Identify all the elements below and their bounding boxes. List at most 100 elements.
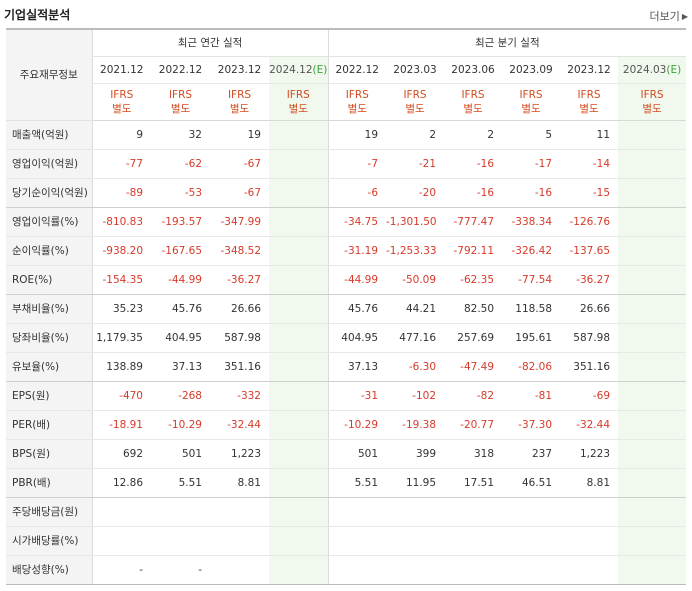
- value-cell: 26.66: [210, 294, 269, 324]
- value-cell: -7: [327, 149, 387, 179]
- ifrs-label-annual-3: IFRS 별도: [269, 83, 329, 121]
- value-cell: 5.51: [151, 468, 210, 498]
- table-row: 배당성향(%) - -: [6, 555, 687, 585]
- row-label: 영업이익률(%): [6, 207, 92, 237]
- ifrs-label-quarter-5: IFRS 별도: [618, 83, 687, 121]
- value-cell: -77.54: [502, 265, 561, 295]
- value-cell: 5.51: [327, 468, 387, 498]
- value-cell: [618, 265, 687, 295]
- value-cell: [618, 236, 687, 266]
- table-row: 순이익률(%) -938.20 -167.65 -348.52 -31.19 -1,253…: [6, 236, 687, 266]
- value-cell: [618, 207, 687, 237]
- value-cell: [618, 468, 687, 498]
- table-row: EPS(원) -470 -268 -332 -31 -102 -82 -81 -69: [6, 381, 687, 411]
- ifrs-label-annual-1: IFRS 별도: [151, 83, 210, 121]
- value-cell: 37.13: [151, 352, 210, 382]
- value-cell: -31: [327, 381, 387, 411]
- value-cell: -44.99: [327, 265, 387, 295]
- value-cell: 318: [444, 439, 503, 469]
- value-cell: [269, 497, 329, 527]
- value-cell: [269, 265, 329, 295]
- section-header: 기업실적분석 더보기 ▶: [4, 6, 688, 26]
- more-label[interactable]: 더보기: [649, 10, 680, 23]
- value-cell: -792.11: [444, 236, 503, 266]
- value-cell: 399: [386, 439, 445, 469]
- value-cell: 44.21: [386, 294, 445, 324]
- value-cell: -348.52: [210, 236, 269, 266]
- value-cell: 26.66: [560, 294, 619, 324]
- value-cell: 37.13: [327, 352, 387, 382]
- value-cell: 404.95: [151, 323, 210, 353]
- ifrs-label-annual-2: IFRS 별도: [210, 83, 269, 121]
- ifrs-label-quarter-3: IFRS 별도: [502, 83, 561, 121]
- row-label: PER(배): [6, 410, 92, 440]
- value-cell: -: [91, 555, 151, 585]
- value-cell: [444, 555, 503, 585]
- ifrs-label-quarter-1: IFRS 별도: [386, 83, 445, 121]
- value-cell: [618, 381, 687, 411]
- value-cell: [91, 526, 151, 556]
- value-cell: -62.35: [444, 265, 503, 295]
- period-header-quarter-0: 2022.12: [327, 56, 387, 84]
- table-row: 당기순이익(억원) -89 -53 -67 -6 -20 -16 -16 -15: [6, 178, 687, 208]
- period-header-annual-2: 2023.12: [210, 56, 269, 84]
- value-cell: -32.44: [560, 410, 619, 440]
- value-cell: -31.19: [327, 236, 387, 266]
- value-cell: 351.16: [210, 352, 269, 382]
- table-row: 영업이익(억원) -77 -62 -67 -7 -21 -16 -17 -14: [6, 149, 687, 179]
- value-cell: [269, 526, 329, 556]
- value-cell: [618, 439, 687, 469]
- period-label: 2024.03: [622, 63, 667, 76]
- value-cell: -338.34: [502, 207, 561, 237]
- estimate-mark: (E): [312, 63, 328, 76]
- value-cell: 45.76: [327, 294, 387, 324]
- value-cell: 11.95: [386, 468, 445, 498]
- value-cell: 46.51: [502, 468, 561, 498]
- value-cell: -137.65: [560, 236, 619, 266]
- ifrs-label-quarter-4: IFRS 별도: [560, 83, 619, 121]
- value-cell: -50.09: [386, 265, 445, 295]
- more-link[interactable]: 더보기 ▶: [649, 8, 688, 24]
- value-cell: 692: [91, 439, 151, 469]
- value-cell: [502, 497, 561, 527]
- period-row: 2021.12 2022.12 2023.12 2024.12(E) 2022.12 20…: [6, 56, 687, 84]
- chevron-right-icon: ▶: [681, 11, 688, 21]
- ifrs-label-annual-0: IFRS 별도: [91, 83, 151, 121]
- value-cell: [618, 526, 687, 556]
- value-cell: 17.51: [444, 468, 503, 498]
- period-header-annual-3: 2024.12(E): [269, 56, 329, 84]
- row-label: 유보율(%): [6, 352, 92, 382]
- value-cell: 45.76: [151, 294, 210, 324]
- value-cell: -470: [91, 381, 151, 411]
- value-cell: -36.27: [560, 265, 619, 295]
- value-cell: -18.91: [91, 410, 151, 440]
- value-cell: -53: [151, 178, 210, 208]
- value-cell: [269, 323, 329, 353]
- table-row: BPS(원) 692 501 1,223 501 399 318 237 1,223: [6, 439, 687, 469]
- value-cell: 2: [386, 120, 445, 150]
- value-cell: [269, 381, 329, 411]
- value-cell: -326.42: [502, 236, 561, 266]
- value-cell: 8.81: [210, 468, 269, 498]
- value-cell: 9: [91, 120, 151, 150]
- value-cell: [618, 352, 687, 382]
- value-cell: [618, 294, 687, 324]
- value-cell: -810.83: [91, 207, 151, 237]
- table-row: 주당배당금(원): [6, 497, 687, 527]
- period-header-quarter-4: 2023.12: [560, 56, 619, 84]
- value-cell: [151, 497, 210, 527]
- value-cell: [210, 555, 269, 585]
- row-label: 당기순이익(억원): [6, 178, 92, 208]
- value-cell: -10.29: [327, 410, 387, 440]
- value-cell: [444, 526, 503, 556]
- value-cell: -37.30: [502, 410, 561, 440]
- row-label: PBR(배): [6, 468, 92, 498]
- value-cell: 19: [327, 120, 387, 150]
- value-cell: -777.47: [444, 207, 503, 237]
- value-cell: 12.86: [91, 468, 151, 498]
- value-cell: 1,223: [560, 439, 619, 469]
- value-cell: [502, 526, 561, 556]
- row-label: EPS(원): [6, 381, 92, 411]
- value-cell: 5: [502, 120, 561, 150]
- row-label: ROE(%): [6, 265, 92, 295]
